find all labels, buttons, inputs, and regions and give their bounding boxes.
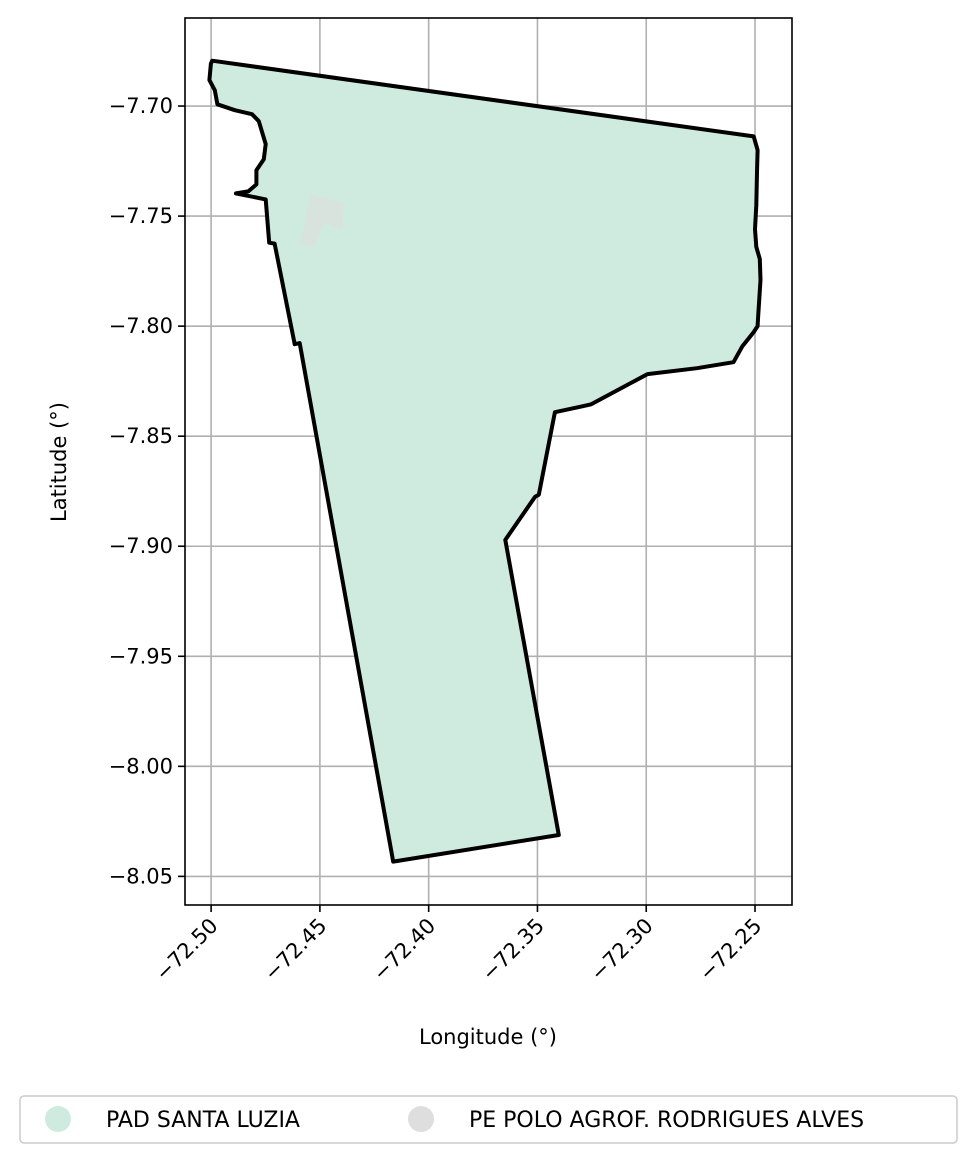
y-tick-label: −7.90 bbox=[109, 534, 173, 558]
x-axis-label: Longitude (°) bbox=[419, 1025, 557, 1049]
y-tick-label: −7.85 bbox=[109, 424, 173, 448]
x-tick-label: −72.40 bbox=[368, 914, 440, 986]
map-features bbox=[207, 58, 763, 864]
plot-frame bbox=[184, 17, 793, 906]
legend-marker-pad-santa-luzia bbox=[45, 1106, 71, 1132]
y-tick-label: −7.75 bbox=[109, 204, 173, 228]
legend-marker-pe-polo-agrof bbox=[408, 1106, 434, 1132]
y-tick-label: −7.80 bbox=[109, 314, 173, 338]
legend-label-pe-polo-agrof: PE POLO AGROF. RODRIGUES ALVES bbox=[469, 1108, 864, 1133]
legend-frame bbox=[19, 1095, 958, 1144]
legend: PAD SANTA LUZIA PE POLO AGROF. RODRIGUES… bbox=[19, 1095, 958, 1144]
region-pad-santa-luzia bbox=[207, 58, 763, 864]
legend-label-pad-santa-luzia: PAD SANTA LUZIA bbox=[106, 1108, 300, 1133]
y-tick-label: −7.95 bbox=[109, 644, 173, 668]
x-tick-label: −72.45 bbox=[259, 914, 331, 986]
region-pe-polo-agrof-rodrigues-alves bbox=[300, 194, 344, 247]
y-axis-label: Latitude (°) bbox=[47, 402, 71, 522]
x-tick-label: −72.30 bbox=[586, 914, 658, 986]
y-tick-label: −7.70 bbox=[109, 94, 173, 118]
y-tick-label: −8.05 bbox=[109, 864, 173, 888]
x-tick-label: −72.25 bbox=[695, 914, 767, 986]
x-tick-label: −72.35 bbox=[477, 914, 549, 986]
y-tick-label: −8.00 bbox=[109, 754, 173, 778]
x-tick-label: −72.50 bbox=[151, 914, 223, 986]
